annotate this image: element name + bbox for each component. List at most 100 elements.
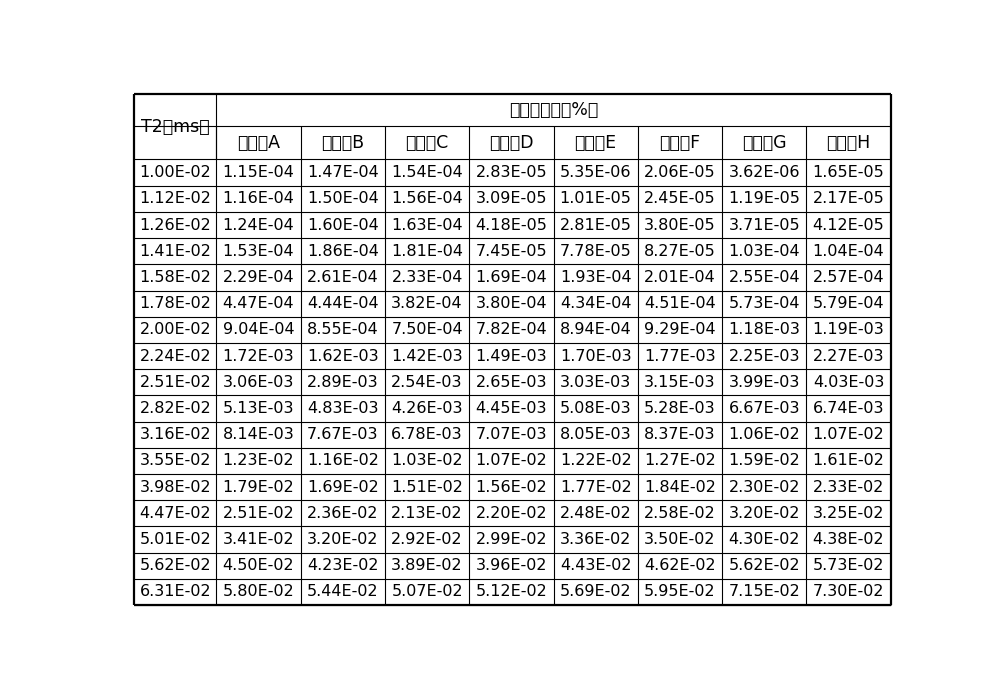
Text: 区间孔隙度（%）: 区间孔隙度（%） [509, 101, 598, 119]
Text: 4.30E-02: 4.30E-02 [729, 532, 800, 547]
Text: 1.06E-02: 1.06E-02 [728, 427, 800, 442]
Text: 1.51E-02: 1.51E-02 [391, 480, 463, 495]
Text: 4.47E-04: 4.47E-04 [223, 296, 294, 311]
Text: 8.14E-03: 8.14E-03 [223, 427, 294, 442]
Text: 4.83E-03: 4.83E-03 [307, 401, 379, 416]
Text: 1.60E-04: 1.60E-04 [307, 218, 379, 232]
Text: 1.26E-02: 1.26E-02 [139, 218, 211, 232]
Text: 4.12E-05: 4.12E-05 [813, 218, 884, 232]
Text: 2.48E-02: 2.48E-02 [560, 506, 632, 521]
Text: 2.51E-02: 2.51E-02 [223, 506, 294, 521]
Text: 1.16E-02: 1.16E-02 [307, 453, 379, 469]
Text: 驱替点D: 驱替点D [489, 134, 534, 152]
Text: 5.73E-02: 5.73E-02 [813, 559, 884, 573]
Text: T2（ms）: T2（ms） [141, 117, 210, 136]
Text: 1.77E-03: 1.77E-03 [644, 348, 716, 363]
Text: 5.79E-04: 5.79E-04 [813, 296, 884, 311]
Text: 1.42E-03: 1.42E-03 [391, 348, 463, 363]
Text: 6.78E-03: 6.78E-03 [391, 427, 463, 442]
Text: 1.81E-04: 1.81E-04 [391, 244, 463, 259]
Text: 2.89E-03: 2.89E-03 [307, 375, 379, 390]
Text: 1.01E-05: 1.01E-05 [560, 191, 632, 206]
Text: 2.33E-04: 2.33E-04 [391, 270, 463, 285]
Text: 2.54E-03: 2.54E-03 [391, 375, 463, 390]
Text: 4.23E-02: 4.23E-02 [307, 559, 379, 573]
Text: 3.99E-03: 3.99E-03 [729, 375, 800, 390]
Text: 1.41E-02: 1.41E-02 [139, 244, 211, 259]
Text: 5.07E-02: 5.07E-02 [391, 585, 463, 600]
Text: 4.03E-03: 4.03E-03 [813, 375, 884, 390]
Text: 1.62E-03: 1.62E-03 [307, 348, 379, 363]
Text: 7.78E-05: 7.78E-05 [560, 244, 632, 259]
Text: 2.57E-04: 2.57E-04 [813, 270, 884, 285]
Text: 驱替点H: 驱替点H [826, 134, 871, 152]
Text: 2.58E-02: 2.58E-02 [644, 506, 716, 521]
Text: 8.55E-04: 8.55E-04 [307, 322, 379, 337]
Text: 3.15E-03: 3.15E-03 [644, 375, 716, 390]
Text: 4.34E-04: 4.34E-04 [560, 296, 631, 311]
Text: 1.12E-02: 1.12E-02 [139, 191, 211, 206]
Text: 3.16E-02: 3.16E-02 [140, 427, 211, 442]
Text: 1.49E-03: 1.49E-03 [476, 348, 547, 363]
Text: 1.18E-03: 1.18E-03 [728, 322, 800, 337]
Text: 1.00E-02: 1.00E-02 [139, 165, 211, 180]
Text: 4.44E-04: 4.44E-04 [307, 296, 379, 311]
Text: 4.26E-03: 4.26E-03 [391, 401, 463, 416]
Text: 2.13E-02: 2.13E-02 [391, 506, 463, 521]
Text: 3.96E-02: 3.96E-02 [476, 559, 547, 573]
Text: 2.83E-05: 2.83E-05 [476, 165, 547, 180]
Text: 4.51E-04: 4.51E-04 [644, 296, 716, 311]
Text: 驱替点C: 驱替点C [405, 134, 449, 152]
Text: 2.24E-02: 2.24E-02 [140, 348, 211, 363]
Text: 1.63E-04: 1.63E-04 [391, 218, 463, 232]
Text: 2.81E-05: 2.81E-05 [560, 218, 632, 232]
Text: 1.07E-02: 1.07E-02 [813, 427, 884, 442]
Text: 1.22E-02: 1.22E-02 [560, 453, 632, 469]
Text: 8.37E-03: 8.37E-03 [644, 427, 716, 442]
Text: 5.62E-02: 5.62E-02 [728, 559, 800, 573]
Text: 4.47E-02: 4.47E-02 [140, 506, 211, 521]
Text: 7.82E-04: 7.82E-04 [476, 322, 547, 337]
Text: 4.45E-03: 4.45E-03 [476, 401, 547, 416]
Text: 3.62E-06: 3.62E-06 [729, 165, 800, 180]
Text: 1.70E-03: 1.70E-03 [560, 348, 631, 363]
Text: 驱替点F: 驱替点F [659, 134, 701, 152]
Text: 3.80E-04: 3.80E-04 [476, 296, 547, 311]
Text: 5.73E-04: 5.73E-04 [729, 296, 800, 311]
Text: 驱替点A: 驱替点A [237, 134, 280, 152]
Text: 7.45E-05: 7.45E-05 [476, 244, 547, 259]
Text: 3.25E-02: 3.25E-02 [813, 506, 884, 521]
Text: 3.80E-05: 3.80E-05 [644, 218, 716, 232]
Text: 3.20E-02: 3.20E-02 [729, 506, 800, 521]
Text: 1.07E-02: 1.07E-02 [476, 453, 547, 469]
Text: 2.45E-05: 2.45E-05 [644, 191, 716, 206]
Text: 1.61E-02: 1.61E-02 [813, 453, 884, 469]
Text: 1.72E-03: 1.72E-03 [223, 348, 294, 363]
Text: 2.51E-02: 2.51E-02 [139, 375, 211, 390]
Text: 8.05E-03: 8.05E-03 [560, 427, 631, 442]
Text: 6.67E-03: 6.67E-03 [729, 401, 800, 416]
Text: 1.58E-02: 1.58E-02 [139, 270, 211, 285]
Text: 3.50E-02: 3.50E-02 [644, 532, 716, 547]
Text: 1.78E-02: 1.78E-02 [139, 296, 211, 311]
Text: 1.93E-04: 1.93E-04 [560, 270, 631, 285]
Text: 3.41E-02: 3.41E-02 [223, 532, 294, 547]
Text: 7.50E-04: 7.50E-04 [391, 322, 463, 337]
Text: 8.94E-04: 8.94E-04 [560, 322, 632, 337]
Text: 1.79E-02: 1.79E-02 [223, 480, 294, 495]
Text: 5.13E-03: 5.13E-03 [223, 401, 294, 416]
Text: 3.71E-05: 3.71E-05 [728, 218, 800, 232]
Text: 1.59E-02: 1.59E-02 [728, 453, 800, 469]
Text: 1.56E-04: 1.56E-04 [391, 191, 463, 206]
Text: 3.09E-05: 3.09E-05 [476, 191, 547, 206]
Text: 6.31E-02: 6.31E-02 [140, 585, 211, 600]
Text: 5.69E-02: 5.69E-02 [560, 585, 631, 600]
Text: 2.29E-04: 2.29E-04 [223, 270, 294, 285]
Text: 5.28E-03: 5.28E-03 [644, 401, 716, 416]
Text: 1.16E-04: 1.16E-04 [223, 191, 294, 206]
Text: 5.44E-02: 5.44E-02 [307, 585, 379, 600]
Text: 4.38E-02: 4.38E-02 [813, 532, 884, 547]
Text: 8.27E-05: 8.27E-05 [644, 244, 716, 259]
Text: 1.47E-04: 1.47E-04 [307, 165, 379, 180]
Text: 5.95E-02: 5.95E-02 [644, 585, 716, 600]
